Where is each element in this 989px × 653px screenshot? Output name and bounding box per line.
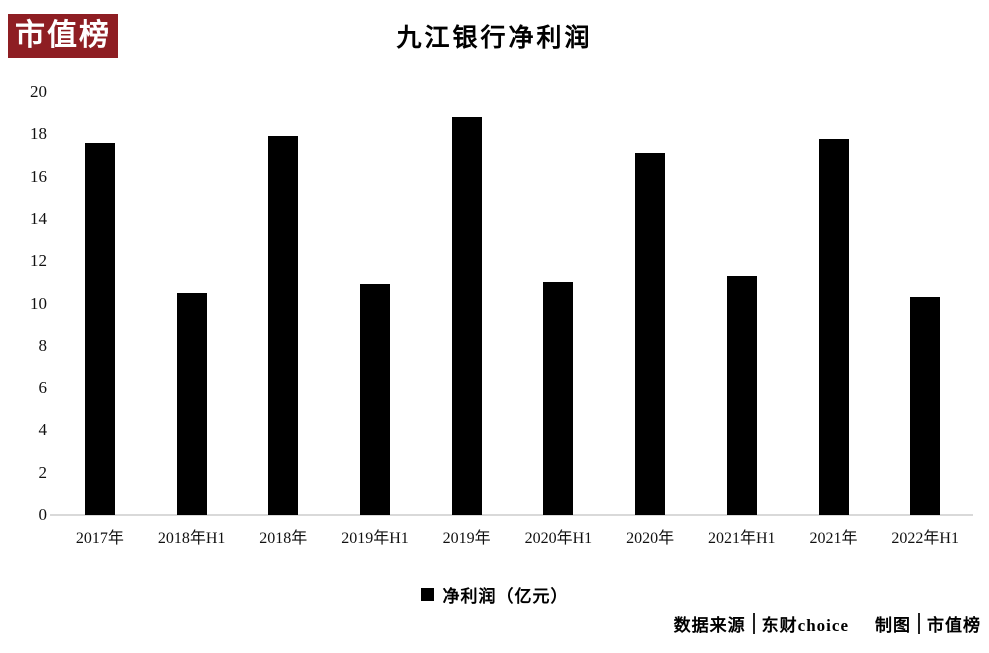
x-axis-line bbox=[50, 514, 973, 516]
bar-2020年 bbox=[635, 153, 666, 515]
chart-title: 九江银行净利润 bbox=[396, 25, 593, 52]
y-tick-label: 12 bbox=[30, 251, 47, 271]
x-tick-label: 2018年 bbox=[259, 530, 308, 547]
y-tick-label: 2 bbox=[38, 462, 48, 482]
data-source-label: 数据来源 bbox=[673, 616, 746, 635]
x-tick-label: 2019年H1 bbox=[341, 530, 409, 547]
legend-series-label: 净利润（亿元） bbox=[442, 587, 569, 606]
x-tick-label: 2021年 bbox=[809, 530, 858, 547]
bar-2018年 bbox=[268, 136, 299, 515]
y-tick-label: 4 bbox=[38, 420, 48, 440]
bar-2020年H1 bbox=[543, 282, 574, 515]
data-source-value: 东财choice bbox=[761, 616, 849, 635]
y-tick-label: 16 bbox=[30, 166, 47, 186]
bar-2019年H1 bbox=[360, 284, 390, 515]
vertical-divider bbox=[752, 613, 755, 634]
chart-legend: 净利润（亿元） bbox=[0, 582, 989, 607]
y-tick-label: 10 bbox=[30, 293, 47, 313]
y-tick-label: 0 bbox=[38, 505, 48, 524]
x-tick-label: 2019年 bbox=[442, 530, 491, 547]
chart-by-value: 市值榜 bbox=[927, 616, 981, 635]
bar-2018年H1 bbox=[176, 292, 207, 515]
bar-2019年 bbox=[451, 117, 482, 515]
bar-2021年H1 bbox=[726, 276, 757, 515]
x-tick-label: 2022年H1 bbox=[891, 530, 959, 547]
x-tick-label: 2020年H1 bbox=[524, 530, 593, 547]
y-tick-label: 20 bbox=[30, 82, 47, 101]
bar-2021年 bbox=[818, 138, 849, 515]
chart-by-label: 制图 bbox=[875, 616, 911, 635]
y-tick-label: 14 bbox=[30, 208, 47, 228]
y-tick-label: 18 bbox=[30, 124, 47, 144]
x-tick-label: 2018年H1 bbox=[157, 530, 226, 547]
shizhibang-logo: 市值榜 bbox=[8, 14, 118, 58]
x-tick-label: 2021年H1 bbox=[708, 530, 776, 547]
x-tick-label: 2017年 bbox=[75, 530, 124, 547]
legend-square-marker-icon bbox=[420, 588, 434, 601]
credits-footer: 数据来源 东财choice 制图 市值榜 bbox=[674, 611, 981, 636]
y-tick-label: 8 bbox=[38, 335, 48, 355]
bar-2022年H1 bbox=[910, 297, 941, 515]
bar-2017年 bbox=[84, 142, 115, 515]
x-tick-label: 2020年 bbox=[626, 530, 675, 547]
y-tick-label: 6 bbox=[38, 378, 48, 398]
vertical-divider bbox=[918, 613, 920, 634]
